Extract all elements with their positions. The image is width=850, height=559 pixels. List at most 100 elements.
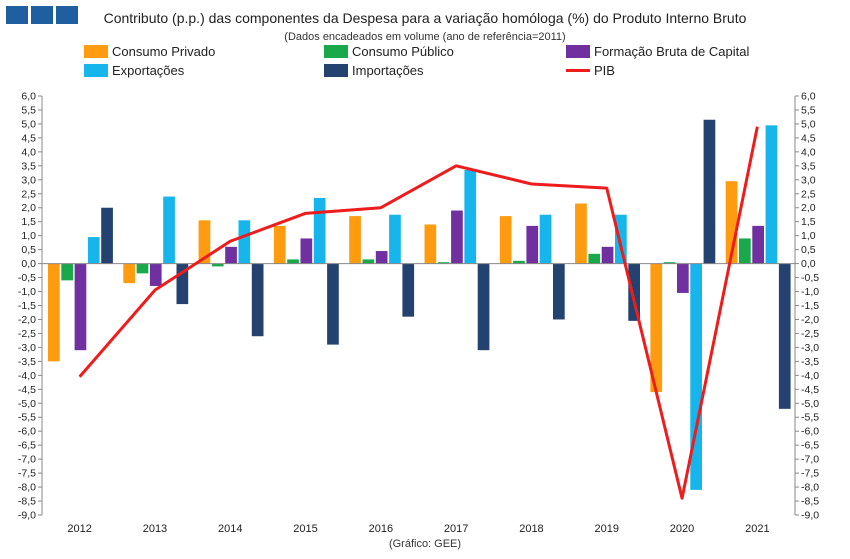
y-tick-label-left: -7,5: [18, 468, 36, 480]
bar-consumo-privado-2018: [499, 216, 512, 264]
bar-consumo-privado-2016: [349, 216, 361, 264]
y-tick-label-left: 5,5: [21, 104, 36, 116]
legend-line-pib: [566, 69, 590, 72]
bar-forma-o-bruta-de-capital-2012: [74, 263, 87, 351]
bar-importa-es-2019: [628, 263, 640, 321]
y-tick-label-right: -8,5: [801, 496, 819, 508]
y-tick-label-left: -4,0: [18, 370, 36, 382]
y-tick-label-right: 3,0: [801, 174, 816, 186]
y-tick-label-left: -8,0: [18, 482, 36, 494]
y-tick-label-left: -7,0: [18, 454, 36, 466]
y-tick-label-right: -9,0: [801, 510, 819, 522]
y-tick-label-left: -6,5: [18, 440, 36, 452]
y-tick-label-left: 4,0: [21, 146, 36, 158]
bar-exporta-es-2015: [313, 197, 326, 264]
bar-consumo-privado-2015: [273, 225, 286, 264]
legend-label-consumo-publico: Consumo Público: [352, 44, 454, 59]
y-tick-label-right: 3,5: [801, 160, 816, 172]
y-tick-label-right: 4,5: [801, 132, 816, 144]
bar-exporta-es-2018: [539, 214, 552, 264]
x-tick-label: 2013: [143, 523, 167, 535]
y-tick-label-left: 3,5: [21, 160, 36, 172]
legend-item-formacao-bruta: Formação Bruta de Capital: [566, 44, 749, 59]
bar-consumo-privado-2014: [198, 220, 211, 264]
bar-exporta-es-2017: [464, 170, 477, 264]
bar-exporta-es-2016: [389, 214, 401, 264]
bar-forma-o-bruta-de-capital-2019: [601, 246, 614, 264]
x-tick-label: 2017: [444, 523, 468, 535]
y-tick-label-left: -2,0: [18, 314, 36, 326]
y-tick-label-right: -2,0: [801, 314, 819, 326]
logo: [6, 6, 78, 24]
bar-consumo-p-blico-2018: [513, 260, 525, 264]
y-tick-label-left: -9,0: [18, 510, 36, 522]
bar-forma-o-bruta-de-capital-2021: [752, 225, 764, 264]
y-tick-label-right: 1,5: [801, 216, 816, 228]
y-tick-label-left: -6,0: [18, 426, 36, 438]
y-tick-label-left: 6,0: [21, 91, 36, 103]
bar-forma-o-bruta-de-capital-2017: [451, 210, 463, 264]
x-tick-label: 2014: [218, 523, 242, 535]
y-tick-label-right: -3,5: [801, 356, 819, 368]
legend-label-pib: PIB: [594, 63, 615, 78]
y-tick-label-left: -1,5: [18, 300, 36, 312]
legend-item-pib: PIB: [566, 63, 615, 78]
y-tick-label-left: -8,5: [18, 496, 36, 508]
bar-importa-es-2015: [327, 263, 339, 345]
bar-consumo-p-blico-2020: [663, 262, 676, 264]
legend-label-consumo-privado: Consumo Privado: [112, 44, 216, 59]
y-tick-label-right: 4,0: [801, 146, 816, 158]
y-tick-label-right: -5,0: [801, 398, 819, 410]
y-tick-label-left: -3,0: [18, 342, 36, 354]
bar-forma-o-bruta-de-capital-2018: [526, 225, 539, 264]
legend-item-importacoes: Importações: [324, 63, 424, 78]
legend-swatch-consumo-publico: [324, 45, 348, 58]
y-tick-label-left: -2,5: [18, 328, 36, 340]
x-tick-label: 2015: [293, 523, 317, 535]
bar-forma-o-bruta-de-capital-2020: [677, 263, 689, 293]
bar-forma-o-bruta-de-capital-2015: [300, 238, 313, 264]
bar-importa-es-2021: [778, 263, 791, 409]
source-note: (Gráfico: GEE): [388, 538, 462, 550]
bar-importa-es-2014: [251, 263, 264, 337]
bar-exporta-es-2014: [238, 220, 251, 264]
bar-consumo-p-blico-2014: [211, 263, 224, 267]
bar-consumo-privado-2020: [650, 263, 663, 393]
bar-importa-es-2013: [176, 263, 189, 305]
bar-consumo-p-blico-2021: [739, 238, 751, 264]
y-tick-label-left: 0,5: [21, 244, 36, 256]
bar-importa-es-2020: [703, 119, 716, 264]
y-tick-label-left: 4,5: [21, 132, 36, 144]
y-tick-label-right: 6,0: [801, 91, 816, 103]
y-tick-label-right: -3,0: [801, 342, 819, 354]
bar-consumo-p-blico-2013: [136, 263, 149, 274]
bar-consumo-privado-2012: [48, 263, 60, 362]
y-tick-label-right: -1,5: [801, 300, 819, 312]
bar-exporta-es-2020: [690, 263, 702, 490]
y-tick-label-left: 1,5: [21, 216, 36, 228]
y-tick-label-left: 5,0: [21, 118, 36, 130]
y-tick-label-right: -6,0: [801, 426, 819, 438]
legend-item-exportacoes: Exportações: [84, 63, 184, 78]
y-tick-label-right: 5,5: [801, 104, 816, 116]
legend-swatch-formacao-bruta: [566, 45, 590, 58]
legend-swatch-importacoes: [324, 64, 348, 77]
y-tick-label-left: -3,5: [18, 356, 36, 368]
x-tick-label: 2012: [67, 523, 91, 535]
bar-exporta-es-2013: [163, 196, 175, 264]
legend-label-exportacoes: Exportações: [112, 63, 185, 78]
y-tick-label-right: -0,5: [801, 272, 819, 284]
legend-swatch-exportacoes: [84, 64, 108, 77]
legend-item-consumo-publico: Consumo Público: [324, 44, 454, 59]
y-tick-label-left: -5,5: [18, 412, 36, 424]
y-tick-label-right: 1,0: [801, 230, 816, 242]
chart-subtitle: (Dados encadeados em volume (ano de refe…: [284, 31, 566, 43]
logo-block: [31, 6, 53, 24]
y-tick-label-left: 2,0: [21, 202, 36, 214]
bar-consumo-p-blico-2015: [287, 259, 299, 264]
logo-block: [6, 6, 28, 24]
x-tick-label: 2016: [369, 523, 393, 535]
y-tick-label-left: 1,0: [21, 230, 36, 242]
chart-title: Contributo (p.p.) das componentes da Des…: [103, 10, 747, 26]
